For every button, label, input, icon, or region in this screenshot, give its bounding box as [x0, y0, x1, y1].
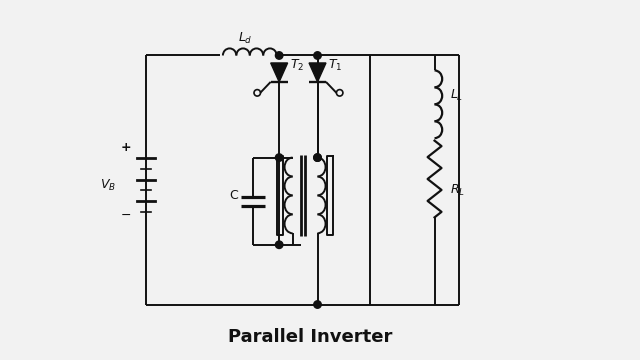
Polygon shape — [271, 63, 287, 82]
Text: $V_B$: $V_B$ — [100, 177, 116, 193]
Text: $T_2$: $T_2$ — [290, 58, 305, 73]
Text: $L_L$: $L_L$ — [451, 88, 464, 103]
Text: +: + — [120, 141, 131, 154]
Circle shape — [275, 52, 283, 59]
Text: Parallel Inverter: Parallel Inverter — [228, 328, 392, 346]
Circle shape — [314, 52, 321, 59]
Circle shape — [275, 241, 283, 248]
Text: $L_d$: $L_d$ — [237, 31, 252, 46]
Text: C: C — [230, 189, 238, 202]
Text: $-$: $-$ — [120, 208, 131, 221]
Circle shape — [314, 154, 321, 161]
Text: $T_1$: $T_1$ — [328, 58, 343, 73]
Circle shape — [275, 154, 283, 161]
Polygon shape — [309, 63, 326, 82]
Text: $R_L$: $R_L$ — [451, 183, 465, 198]
Circle shape — [314, 301, 321, 308]
Circle shape — [314, 154, 321, 161]
